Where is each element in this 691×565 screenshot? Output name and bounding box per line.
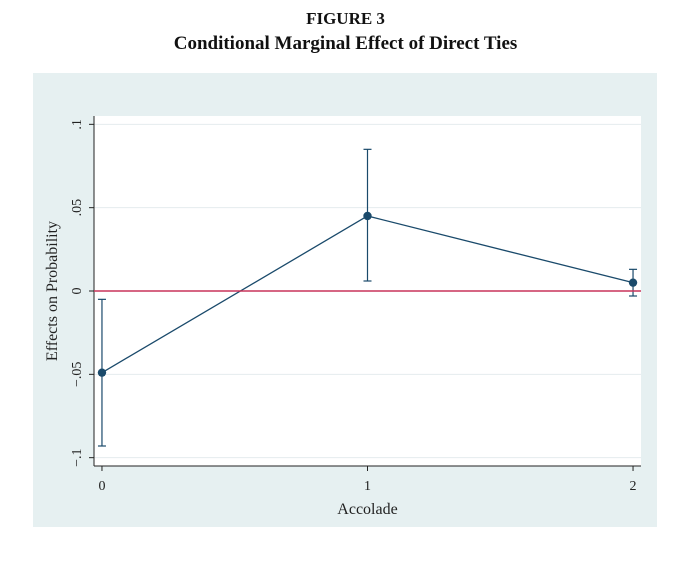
x-tick-label: 0	[98, 479, 105, 494]
figure-label: FIGURE 3	[306, 9, 385, 28]
y-tick-label: −.1	[70, 448, 85, 466]
y-tick-label: .1	[70, 119, 85, 130]
y-axis-title: Effects on Probability	[44, 221, 61, 361]
data-point	[97, 368, 107, 377]
y-tick-label: .05	[70, 199, 85, 217]
y-tick-label: −.05	[70, 362, 85, 387]
data-point	[628, 278, 638, 287]
y-tick-label: 0	[70, 288, 85, 295]
x-tick-label: 2	[630, 479, 637, 494]
x-tick-label: 1	[364, 479, 371, 494]
x-axis-title: Accolade	[337, 501, 397, 518]
data-point	[363, 211, 372, 221]
figure-title: Conditional Marginal Effect of Direct Ti…	[173, 33, 518, 54]
